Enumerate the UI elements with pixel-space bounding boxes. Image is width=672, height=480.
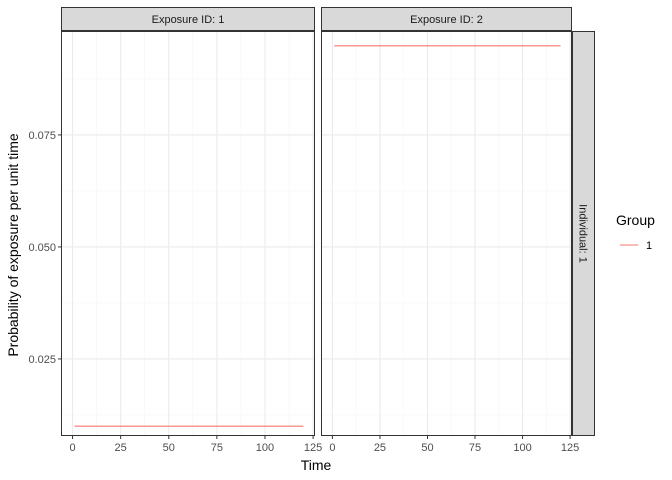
x-tick-label: 0	[69, 442, 75, 454]
x-tick-label: 125	[561, 442, 579, 454]
strip-label: Exposure ID: 1	[152, 14, 225, 26]
x-tick-label: 0	[329, 442, 335, 454]
x-tick-label: 100	[513, 442, 531, 454]
y-axis: 0.025 0.050 0.075	[28, 130, 61, 366]
x-tick-label: 125	[304, 442, 322, 454]
x-tick-label: 75	[469, 442, 481, 454]
panel-border	[61, 31, 315, 436]
x-tick-label: 25	[115, 442, 127, 454]
legend-label: 1	[646, 240, 652, 252]
panels-layer: Exposure ID: 1 Exposure ID: 2	[61, 7, 572, 436]
panel-1: Exposure ID: 1	[61, 7, 315, 436]
x-axes: 0 25 50 75 100 125 0 25 50 75 100 125	[69, 436, 579, 454]
strip-label: Exposure ID: 2	[410, 14, 483, 26]
row-strip-label: Individual: 1	[577, 204, 589, 263]
x-tick-label: 100	[256, 442, 274, 454]
x-tick-label: 50	[421, 442, 433, 454]
strip-background	[61, 7, 315, 31]
strip-background	[321, 7, 572, 31]
legend: Group 1	[616, 212, 655, 252]
row-strip-layer: Individual: 1	[572, 31, 595, 436]
y-tick-label: 0.050	[28, 242, 56, 254]
x-axis-title: Time	[301, 457, 332, 473]
panel-background	[321, 31, 572, 436]
panel-border	[321, 31, 572, 436]
x-tick-label: 75	[211, 442, 223, 454]
y-tick-label: 0.075	[28, 130, 56, 142]
y-axis-title: Probability of exposure per unit time	[5, 133, 21, 357]
legend-title: Group	[616, 212, 655, 228]
panel-background	[61, 31, 315, 436]
row-strip-background	[572, 31, 595, 436]
y-tick-label: 0.025	[28, 354, 56, 366]
panel-2: Exposure ID: 2	[321, 7, 572, 436]
x-tick-label: 25	[374, 442, 386, 454]
x-tick-label: 50	[163, 442, 175, 454]
